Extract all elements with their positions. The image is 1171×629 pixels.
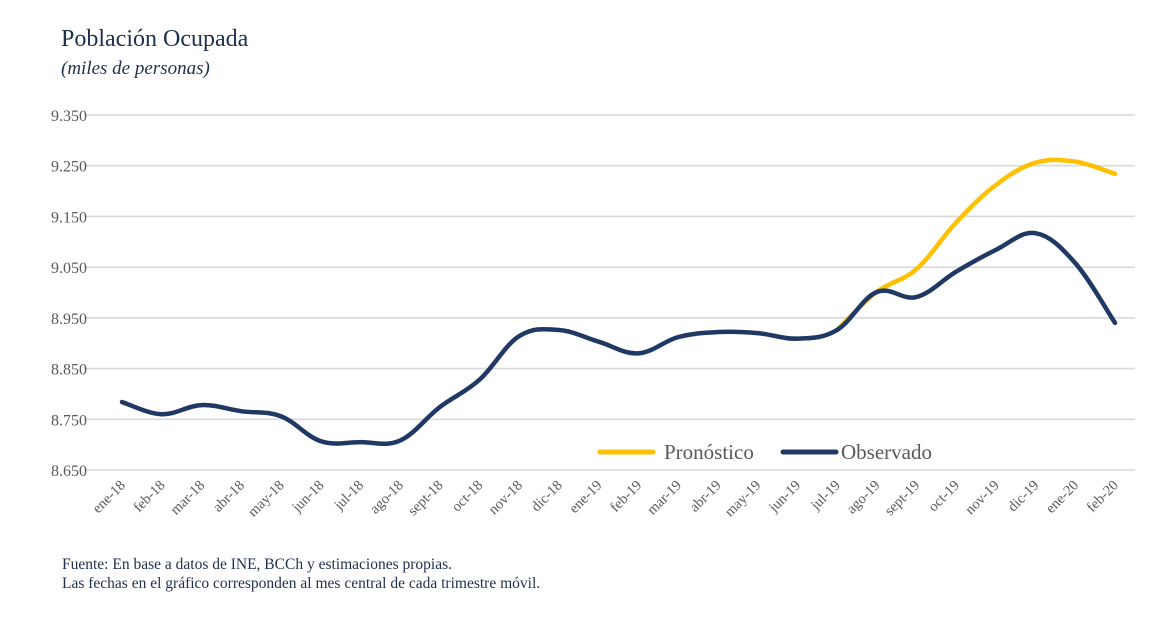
y-tick-label: 9.250 (51, 159, 87, 176)
x-tick-label: jul-19 (807, 478, 844, 515)
x-tick-label: may-19 (722, 478, 765, 521)
x-tick-label: abr-18 (210, 478, 248, 516)
x-tick-label: mar-19 (644, 478, 685, 519)
y-tick-label: 8.950 (51, 311, 87, 328)
legend-label-pronostico: Pronóstico (664, 440, 754, 464)
y-tick-label: 8.750 (51, 412, 87, 429)
x-tick-label: feb-18 (130, 478, 168, 516)
x-tick-label: oct-18 (449, 478, 487, 516)
x-tick-label: ene-18 (90, 478, 129, 517)
source-note: Fuente: En base a datos de INE, BCCh y e… (62, 556, 453, 573)
x-tick-label: jun-18 (289, 478, 328, 517)
date-note: Las fechas en el gráfico corresponden al… (62, 575, 541, 592)
x-tick-label: sept-18 (405, 478, 446, 519)
x-tick-label: nov-18 (486, 478, 526, 518)
y-tick-label: 8.650 (51, 463, 87, 480)
x-tick-label: ago-19 (844, 478, 884, 518)
x-tick-label: nov-19 (962, 478, 1002, 518)
series-line-pronostico (834, 157, 1118, 333)
y-axis-ticks: 8.650 8.750 8.850 8.950 9.050 9.150 9.250 9.350 (51, 108, 87, 480)
x-tick-label: mar-18 (168, 478, 209, 519)
x-tick-label: oct-19 (925, 478, 963, 516)
legend: Pronóstico Observado (597, 440, 932, 464)
x-tick-label: ago-18 (367, 478, 407, 518)
series-line-observado (119, 230, 1118, 447)
chart-subtitle: (miles de personas) (61, 58, 210, 79)
x-tick-label: abr-19 (687, 478, 725, 516)
y-tick-label: 9.350 (51, 108, 87, 125)
legend-label-observado: Observado (841, 440, 932, 464)
series-lines (119, 157, 1118, 447)
gridlines (84, 114, 1135, 471)
x-tick-label: may-18 (245, 478, 288, 521)
x-tick-label: sept-19 (882, 478, 923, 519)
x-tick-label: jun-19 (765, 478, 804, 517)
chart-title: Población Ocupada (61, 26, 249, 52)
y-tick-label: 9.150 (51, 209, 87, 226)
x-tick-label: ene-19 (566, 478, 605, 517)
x-tick-label: feb-20 (1084, 478, 1122, 516)
x-tick-label: ene-20 (1043, 478, 1082, 517)
x-tick-label: dic-18 (528, 478, 566, 516)
x-tick-label: feb-19 (607, 478, 645, 516)
x-tick-label: jul-18 (331, 478, 368, 515)
y-tick-label: 8.850 (51, 362, 87, 379)
x-tick-label: dic-19 (1005, 478, 1043, 516)
chart-footer: Fuente: En base a datos de INE, BCCh y e… (62, 555, 540, 593)
y-tick-label: 9.050 (51, 260, 87, 277)
